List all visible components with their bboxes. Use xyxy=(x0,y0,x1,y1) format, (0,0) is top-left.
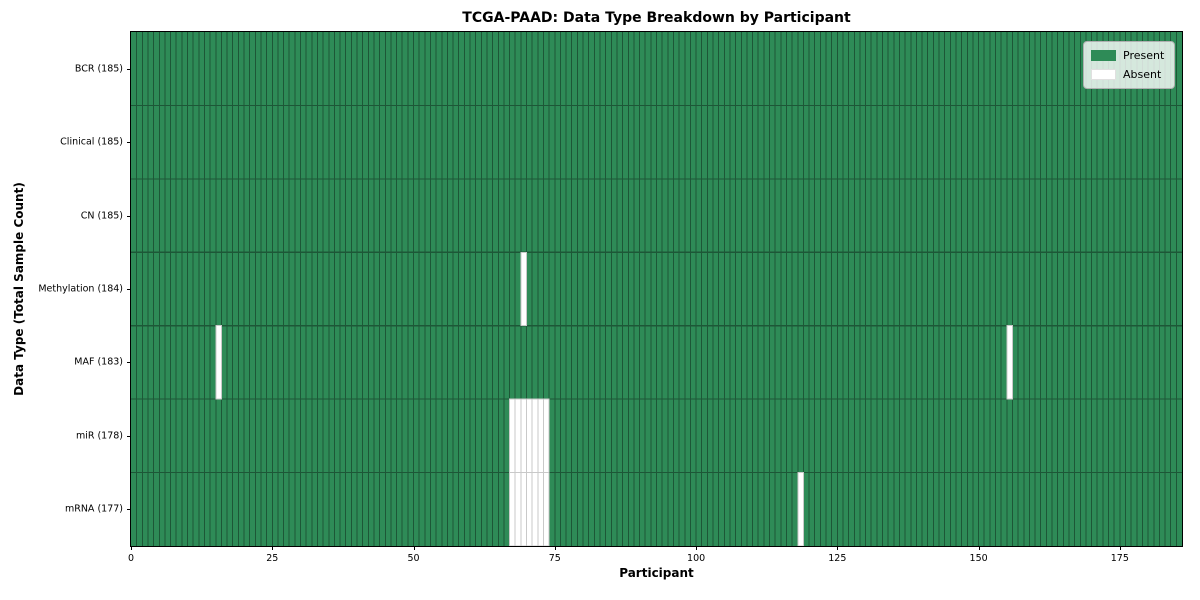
x-axis-label: Participant xyxy=(619,566,694,580)
absent-swatch xyxy=(1091,69,1116,80)
present-swatch xyxy=(1091,50,1116,61)
x-tick-label-125: 125 xyxy=(828,553,847,564)
x-tick-label-25: 25 xyxy=(266,553,279,564)
x-tick-mark xyxy=(696,546,698,550)
chart-title: TCGA-PAAD: Data Type Breakdown by Partic… xyxy=(462,10,851,26)
y-tick-label-MAF: MAF (183) xyxy=(74,356,123,368)
y-tick-label-mRNA: mRNA (177) xyxy=(64,503,123,515)
y-axis-label: Data Type (Total Sample Count) xyxy=(12,182,26,396)
x-tick-mark xyxy=(554,546,556,550)
legend: Present Absent xyxy=(1083,41,1175,89)
x-tick-label-50: 50 xyxy=(407,553,420,564)
y-tick-mark xyxy=(127,509,131,511)
y-tick-mark xyxy=(127,142,131,144)
legend-item-present: Present xyxy=(1091,48,1166,63)
x-tick-mark xyxy=(413,546,415,550)
legend-label-absent: Absent xyxy=(1123,68,1162,81)
y-tick-mark xyxy=(127,362,131,364)
y-tick-mark xyxy=(127,68,131,70)
plot-area xyxy=(130,31,1183,547)
x-tick-mark xyxy=(131,546,132,550)
y-tick-label-Methylation: Methylation (184) xyxy=(38,283,123,295)
y-tick-label-miR: miR (178) xyxy=(75,430,123,442)
legend-item-absent: Absent xyxy=(1091,67,1166,82)
x-tick-label-100: 100 xyxy=(687,553,706,564)
legend-label-present: Present xyxy=(1123,49,1165,62)
x-tick-label-75: 75 xyxy=(548,553,561,564)
presence-matrix xyxy=(131,32,1182,546)
x-tick-label-175: 175 xyxy=(1110,553,1129,564)
x-tick-mark xyxy=(272,546,274,550)
y-tick-mark xyxy=(127,435,131,437)
y-tick-label-Clinical: Clinical (185) xyxy=(60,136,123,148)
x-tick-mark xyxy=(1119,546,1121,550)
x-tick-mark xyxy=(837,546,839,550)
y-tick-mark xyxy=(127,289,131,290)
y-tick-mark xyxy=(127,215,131,217)
x-tick-mark xyxy=(978,546,980,550)
y-tick-label-CN: CN (185) xyxy=(80,210,123,222)
x-tick-label-150: 150 xyxy=(969,553,988,564)
y-tick-label-BCR: BCR (185) xyxy=(74,63,123,75)
x-tick-label-0: 0 xyxy=(127,553,135,564)
